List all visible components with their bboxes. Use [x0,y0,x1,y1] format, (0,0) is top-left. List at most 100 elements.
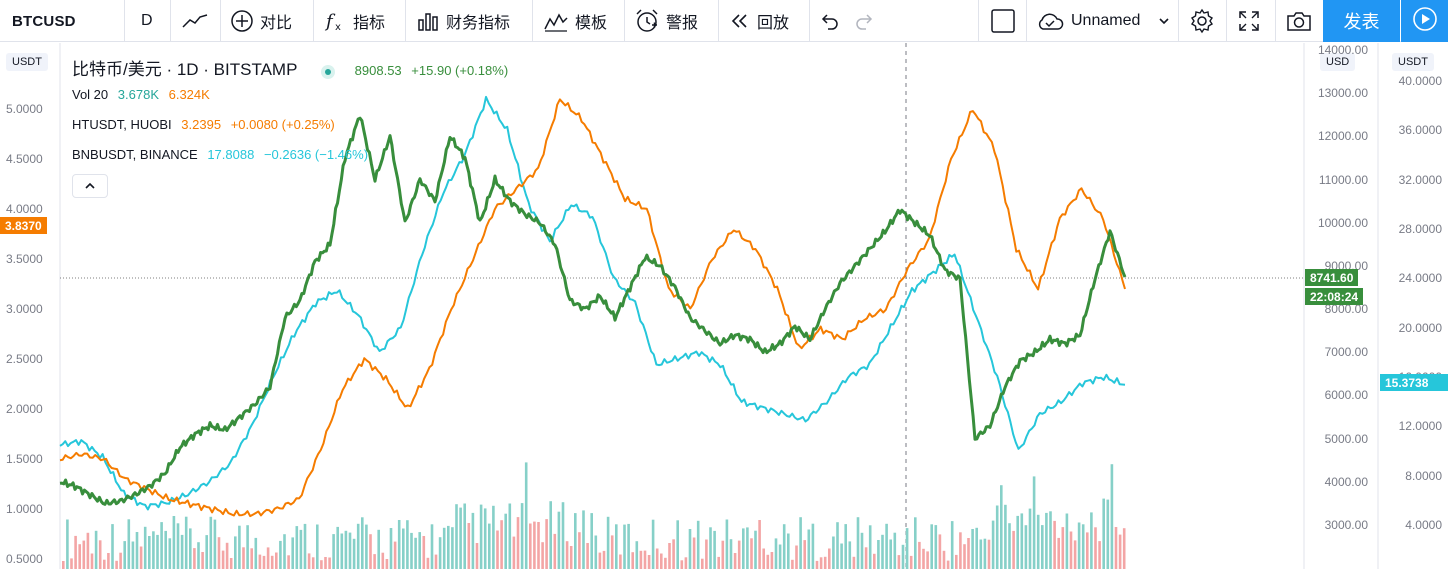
compare-2-price: 17.8088 [207,147,255,162]
volume-bar [856,517,860,569]
volume-bar [561,502,565,569]
legend-compare-2-row[interactable]: BNBUSDT, BINANCE 17.8088 −0.2636 (−1.46%… [72,147,368,162]
volume-bar [668,543,671,569]
volume-bar [680,560,684,569]
volume-bar [62,561,65,569]
volume-bar [238,525,241,569]
volume-bar [152,531,155,569]
volume-label: Vol 20 [72,87,109,102]
volume-bar [828,548,831,569]
compare-2-change: −0.2636 (−1.46%) [263,147,369,162]
plus-circle-icon [230,9,254,33]
compare-1-change: +0.0080 (+0.25%) [230,117,335,132]
price-plot[interactable] [0,43,1448,569]
volume-bar [242,547,245,569]
layout-save-button[interactable]: Unnamed [1035,0,1170,42]
volume-bar [766,554,770,569]
compare-button[interactable]: 对比 [230,0,292,42]
publish-label: 发表 [1343,12,1380,32]
volume-bar [1004,504,1007,569]
volume-bar [512,536,516,569]
play-button[interactable] [1401,0,1448,42]
right-tick-label: 32.0000 [1398,172,1442,187]
volume-bar [479,504,483,569]
volume-bar [651,519,655,569]
volume-bar [307,553,311,569]
volume-bar [1106,499,1110,569]
mid-tick-label: 3000.00 [1324,518,1368,532]
right-tick-label: 36.0000 [1398,123,1442,138]
volume-bar [746,527,749,569]
volume-bar [701,558,704,569]
chart-pane[interactable]: USDT 5.0000 4.5000 4.0000 3.5000 3.0000 2.500… [0,43,1448,569]
volume-bar [955,554,958,569]
volume-bar [78,544,81,569]
symbol-search-button[interactable]: BTCUSD [12,0,76,42]
redo-button[interactable] [854,0,876,42]
legend-collapse-button[interactable] [72,174,108,198]
volume-bar [1102,498,1105,569]
snapshot-button[interactable] [1285,0,1313,42]
volume-bar [655,548,659,569]
volume-bar [1114,527,1118,569]
svg-text:x: x [335,22,341,33]
alert-button[interactable]: 警报 [634,0,698,42]
volume-bar [201,552,204,569]
volume-bar [467,523,471,569]
volume-bar [860,532,864,569]
financials-button[interactable]: 财务指标 [416,0,510,42]
legend-volume-row[interactable]: Vol 20 3.678K 6.324K [72,87,210,102]
volume-bar [471,512,475,569]
right-tick-label: 40.0000 [1398,74,1442,88]
volume-bar [729,539,733,569]
volume-bar [295,526,299,569]
volume-bar [926,551,929,569]
volume-bar [451,527,454,569]
templates-button[interactable]: 模板 [543,0,607,42]
volume-bar [336,526,339,569]
volume-bar [266,547,270,569]
mid-tick-label: 12000.00 [1317,129,1368,144]
volume-bar [557,511,561,569]
fullscreen-button[interactable] [1237,0,1261,42]
volume-bar [98,540,102,569]
volume-bar [873,553,876,569]
legend-main-row[interactable]: 比特币/美元 · 1D · BITSTAMP 8908.53 +15.90 (+… [72,55,508,80]
volume-bar [311,557,315,569]
settings-button[interactable] [1189,0,1215,42]
interval-button[interactable]: D [141,0,153,42]
replay-button[interactable]: 回放 [729,0,789,42]
volume-bar [328,557,331,569]
volume-bar [717,556,720,569]
volume-bar [987,539,991,569]
left-tick-label: 0.5000 [6,552,43,566]
undo-button[interactable] [818,0,840,42]
left-tick-label: 2.5000 [6,352,43,366]
chart-style-button[interactable] [181,0,209,42]
chevron-down-icon[interactable] [1158,16,1170,26]
mid-tick-label: 4000.00 [1324,474,1368,489]
publish-button[interactable]: 发表 [1323,0,1400,42]
volume-bar [287,555,290,569]
volume-bar [254,537,258,569]
volume-bar [229,558,233,569]
volume-bar [545,519,548,569]
volume-bar [164,530,167,569]
volume-bar [934,525,938,569]
right-price-tag: 15.3738 [1380,374,1448,391]
fullscreen-select-button[interactable] [990,0,1016,42]
layout-name-label: Unnamed [1071,12,1141,29]
volume-bar [537,522,540,569]
volume-bar [1086,532,1089,569]
volume-value-2: 6.324K [168,87,210,102]
volume-bar [918,541,921,569]
volume-bar [713,530,716,569]
legend-compare-1-row[interactable]: HTUSDT, HUOBI 3.2395 +0.0080 (+0.25%) [72,117,335,132]
volume-bar [578,532,581,569]
volume-bar [361,517,364,569]
volume-bar [1024,525,1028,569]
volume-bar [541,542,544,569]
volume-bar [627,523,630,569]
volume-bar [590,513,593,569]
